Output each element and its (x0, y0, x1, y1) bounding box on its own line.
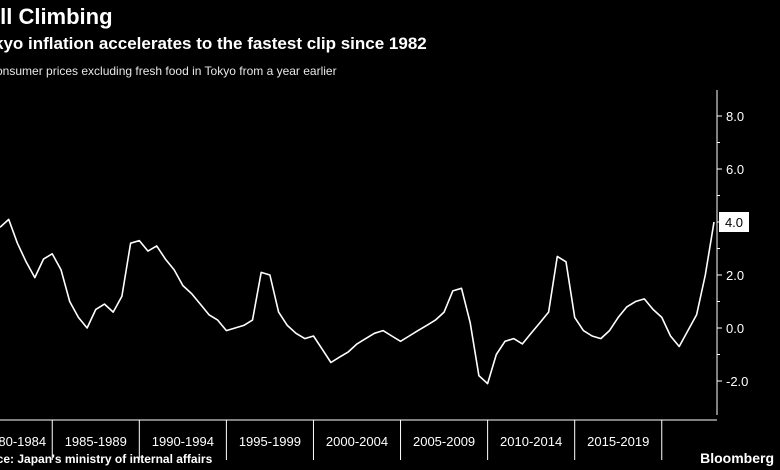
y-tick-label: -2.0 (726, 374, 748, 389)
x-category-label: 80-1984 (0, 434, 46, 449)
x-category-label: 2010-2014 (500, 434, 562, 449)
series-line (0, 218, 715, 385)
chart-title: ill Climbing (0, 4, 113, 29)
latest-value-box (719, 212, 749, 232)
x-category-label: 1985-1989 (65, 434, 127, 449)
y-tick-label: 2.0 (726, 268, 744, 283)
y-tick-label: 8.0 (726, 109, 744, 124)
x-category-label: 1990-1994 (152, 434, 214, 449)
x-category-label: 1995-1999 (239, 434, 301, 449)
x-category-label: 2015-2019 (587, 434, 649, 449)
x-category-label: 2005-2009 (413, 434, 475, 449)
y-tick-label: 6.0 (726, 162, 744, 177)
chart-caption: onsumer prices excluding fresh food in T… (0, 64, 337, 78)
chart-subtitle: kyo inflation accelerates to the fastest… (0, 34, 427, 53)
latest-value-label: 4.0 (725, 215, 743, 230)
brand-logo: Bloomberg (700, 450, 774, 466)
x-category-label: 2000-2004 (326, 434, 388, 449)
source-note: rce: Japan's ministry of internal affair… (0, 452, 213, 466)
y-tick-label: 0.0 (726, 321, 744, 336)
